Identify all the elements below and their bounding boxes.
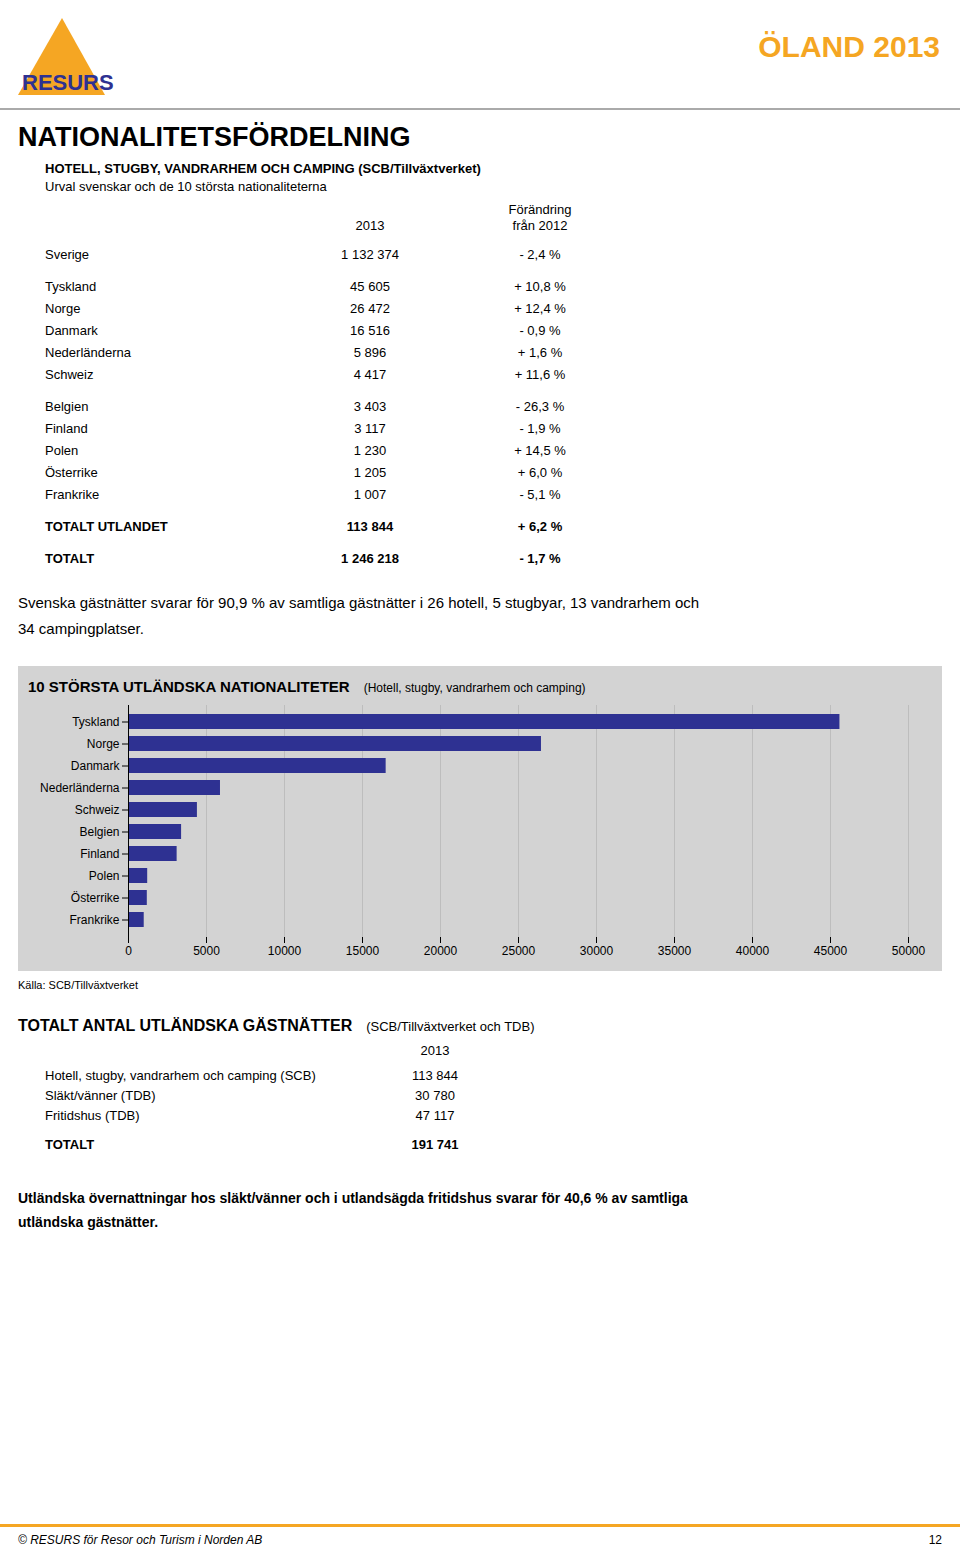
html-text:- 1,9 %: - 1,9 %: [519, 421, 561, 436]
html-text:1 246 218: 1 246 218: [341, 551, 399, 566]
html-text:1 205: 1 205: [353, 465, 387, 480]
html-text:Nederländerna: Nederländerna: [45, 345, 131, 360]
html-text:2013: 2013: [420, 1043, 450, 1058]
html-text:- 0,9 %: - 0,9 %: [519, 323, 561, 338]
svg-text:20000: 20000: [424, 944, 458, 958]
html-text:Källa: SCB/Tillväxtverket: Källa: SCB/Tillväxtverket: [18, 979, 138, 991]
html-text:Sverige: Sverige: [45, 247, 90, 262]
html-text:- 2,4 %: - 2,4 %: [519, 247, 561, 262]
html-text:Hotell, stugby, vandrarhem och: Hotell, stugby, vandrarhem och camping (…: [45, 1068, 316, 1083]
html-text:4 417: 4 417: [353, 367, 387, 382]
html-text:från 2012: från 2012: [512, 218, 568, 233]
html-text:+ 14,5 %: + 14,5 %: [514, 443, 566, 458]
html-text:45 605: 45 605: [350, 279, 390, 294]
html-text:30 780: 30 780: [415, 1088, 455, 1103]
html-text:Österrike: Österrike: [45, 465, 98, 480]
html-text:NATIONALITETSFÖRDELNING: NATIONALITETSFÖRDELNING: [18, 122, 411, 152]
html-text:TOTALT: TOTALT: [45, 1137, 95, 1152]
svg-text:25000: 25000: [502, 944, 536, 958]
html-text:(SCB/Tillväxtverket och TDB): (SCB/Tillväxtverket och TDB): [366, 1019, 535, 1034]
html-text:+ 10,8 %: + 10,8 %: [514, 279, 566, 294]
html-text:26 472: 26 472: [350, 301, 390, 316]
svg-text:Tyskland: Tyskland: [72, 715, 119, 729]
svg-text:Schweiz: Schweiz: [75, 803, 120, 817]
html-text:Tyskland: Tyskland: [45, 279, 97, 294]
html-text:16 516: 16 516: [350, 323, 390, 338]
html-text:Finland: Finland: [45, 421, 88, 436]
svg-text:Finland: Finland: [80, 847, 119, 861]
html-text:2013: 2013: [355, 218, 385, 233]
html-text:Schweiz: Schweiz: [45, 367, 94, 382]
html-text:- 26,3 %: - 26,3 %: [515, 399, 565, 414]
html-text:utländska gästnätter.: utländska gästnätter.: [18, 1214, 158, 1230]
html-text:Frankrike: Frankrike: [45, 487, 100, 502]
svg-text:15000: 15000: [346, 944, 380, 958]
html-text:TOTALT UTLANDET: TOTALT UTLANDET: [45, 519, 168, 534]
svg-text:10000: 10000: [268, 944, 302, 958]
svg-text:40000: 40000: [736, 944, 770, 958]
html-text:+ 12,4 %: + 12,4 %: [514, 301, 566, 316]
html-text:Fritidshus (TDB): Fritidshus (TDB): [45, 1108, 140, 1123]
html-text:1 132 374: 1 132 374: [341, 247, 399, 262]
svg-text:Polen: Polen: [89, 869, 120, 883]
html-text:1 230: 1 230: [353, 443, 387, 458]
html-text:10 STÖRSTA UTLÄNDSKA NATIONALI: 10 STÖRSTA UTLÄNDSKA NATIONALITETER: [28, 678, 350, 695]
html-text:47 117: 47 117: [415, 1108, 455, 1123]
html-text:113 844: 113 844: [346, 519, 394, 534]
svg-text:Nederländerna: Nederländerna: [40, 781, 120, 795]
html-text:Polen: Polen: [45, 443, 79, 458]
svg-text:30000: 30000: [580, 944, 614, 958]
html-text:TOTALT: TOTALT: [45, 551, 95, 566]
html-text:Urval svenskar och de 10 störs: Urval svenskar och de 10 största nationa…: [45, 179, 327, 194]
html-text:Danmark: Danmark: [45, 323, 98, 338]
html-text:Släkt/vänner (TDB): Släkt/vänner (TDB): [45, 1088, 156, 1103]
svg-text:Norge: Norge: [87, 737, 120, 751]
html-text:Utländska övernattningar hos s: Utländska övernattningar hos släkt/vänne…: [18, 1190, 688, 1206]
svg-text:50000: 50000: [892, 944, 926, 958]
html-text:Svenska gästnätter svarar för: Svenska gästnätter svarar för 90,9 % av …: [18, 594, 700, 611]
html-text:Belgien: Belgien: [45, 399, 89, 414]
svg-text:Frankrike: Frankrike: [69, 913, 119, 927]
html-text:34 campingplatser.: 34 campingplatser.: [18, 620, 144, 637]
html-text:Norge: Norge: [45, 301, 81, 316]
html-text:HOTELL, STUGBY, VANDRARHEM OCH: HOTELL, STUGBY, VANDRARHEM OCH CAMPING (…: [45, 161, 481, 176]
svg-text:Danmark: Danmark: [71, 759, 121, 773]
svg-text:Österrike: Österrike: [71, 891, 120, 905]
svg-text:5000: 5000: [193, 944, 220, 958]
html-text:3 403: 3 403: [353, 399, 387, 414]
html-text:191 741: 191 741: [411, 1137, 459, 1152]
html-text:Förändring: Förändring: [508, 202, 572, 217]
html-text:+ 11,6 %: + 11,6 %: [514, 367, 566, 382]
html-text:1 007: 1 007: [353, 487, 387, 502]
html-text:3 117: 3 117: [354, 421, 386, 436]
svg-text:Belgien: Belgien: [79, 825, 119, 839]
html-text:5 896: 5 896: [353, 345, 387, 360]
html-text:- 5,1 %: - 5,1 %: [519, 487, 561, 502]
html-text:12: 12: [928, 1533, 942, 1547]
html-text:+ 1,6 %: + 1,6 %: [517, 345, 563, 360]
html-text:113 844: 113 844: [412, 1068, 458, 1083]
html-text:+ 6,2 %: + 6,2 %: [517, 519, 563, 534]
html-text:+ 6,0 %: + 6,0 %: [517, 465, 563, 480]
html-text:- 1,7 %: - 1,7 %: [519, 551, 561, 566]
svg-text:RESURS: RESURS: [22, 70, 114, 95]
html-text:ÖLAND 2013: ÖLAND 2013: [758, 30, 940, 63]
svg-text:0: 0: [125, 944, 132, 958]
svg-text:45000: 45000: [814, 944, 848, 958]
html-text:© RESURS för Resor och Turism: © RESURS för Resor och Turism i Norden A…: [18, 1533, 263, 1547]
html-text:TOTALT ANTAL UTLÄNDSKA GÄSTNÄT: TOTALT ANTAL UTLÄNDSKA GÄSTNÄTTER: [18, 1017, 353, 1034]
svg-text:35000: 35000: [658, 944, 692, 958]
html-text:(Hotell, stugby, vandrarhem oc: (Hotell, stugby, vandrarhem och camping): [363, 681, 586, 695]
